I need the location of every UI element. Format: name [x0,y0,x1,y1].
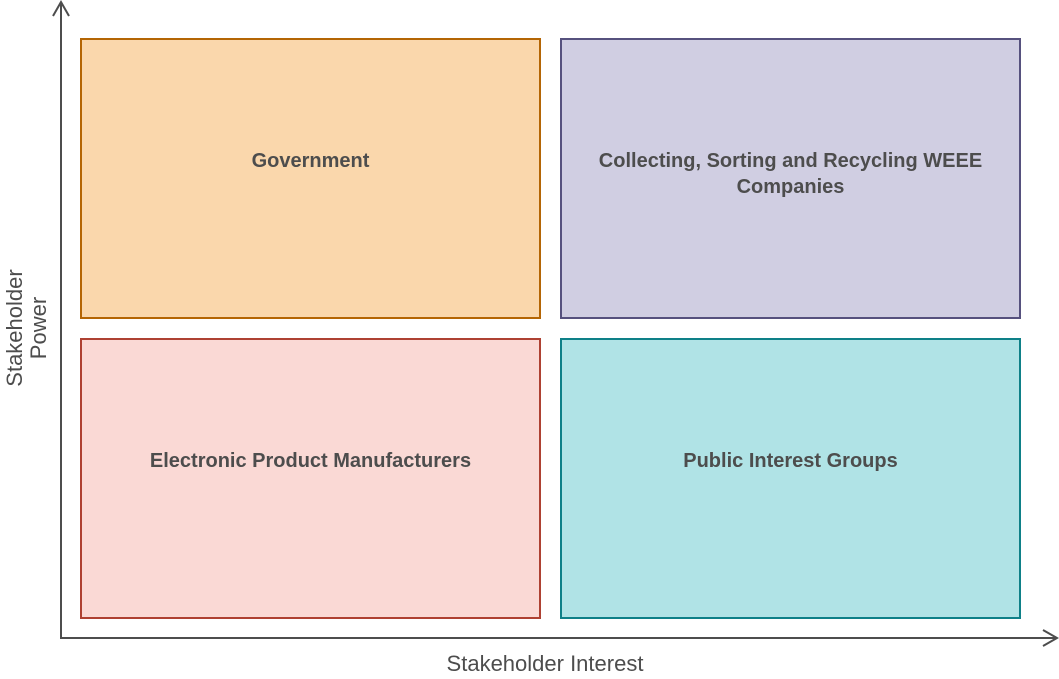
quadrant-recycling-companies: Collecting, Sorting and Recycling WEEE C… [560,38,1021,319]
x-axis-label: Stakeholder Interest [446,651,644,676]
quadrant-manufacturers: Electronic Product Manufacturers [80,338,541,619]
quadrant-label-government: Government [251,150,370,172]
y-axis-arrowhead [52,0,70,17]
y-axis-label: Stakeholder Power [2,269,51,387]
x-axis-arrowhead [1042,629,1059,647]
quadrant-label-public-interest-groups: Public Interest Groups [683,450,898,472]
quadrant-public-interest-groups: Public Interest Groups [560,338,1021,619]
quadrant-label-recycling-companies: Collecting, Sorting and Recycling WEEE C… [598,150,983,198]
quadrant-government: Government [80,38,541,319]
quadrant-label-manufacturers: Electronic Product Manufacturers [149,450,472,472]
